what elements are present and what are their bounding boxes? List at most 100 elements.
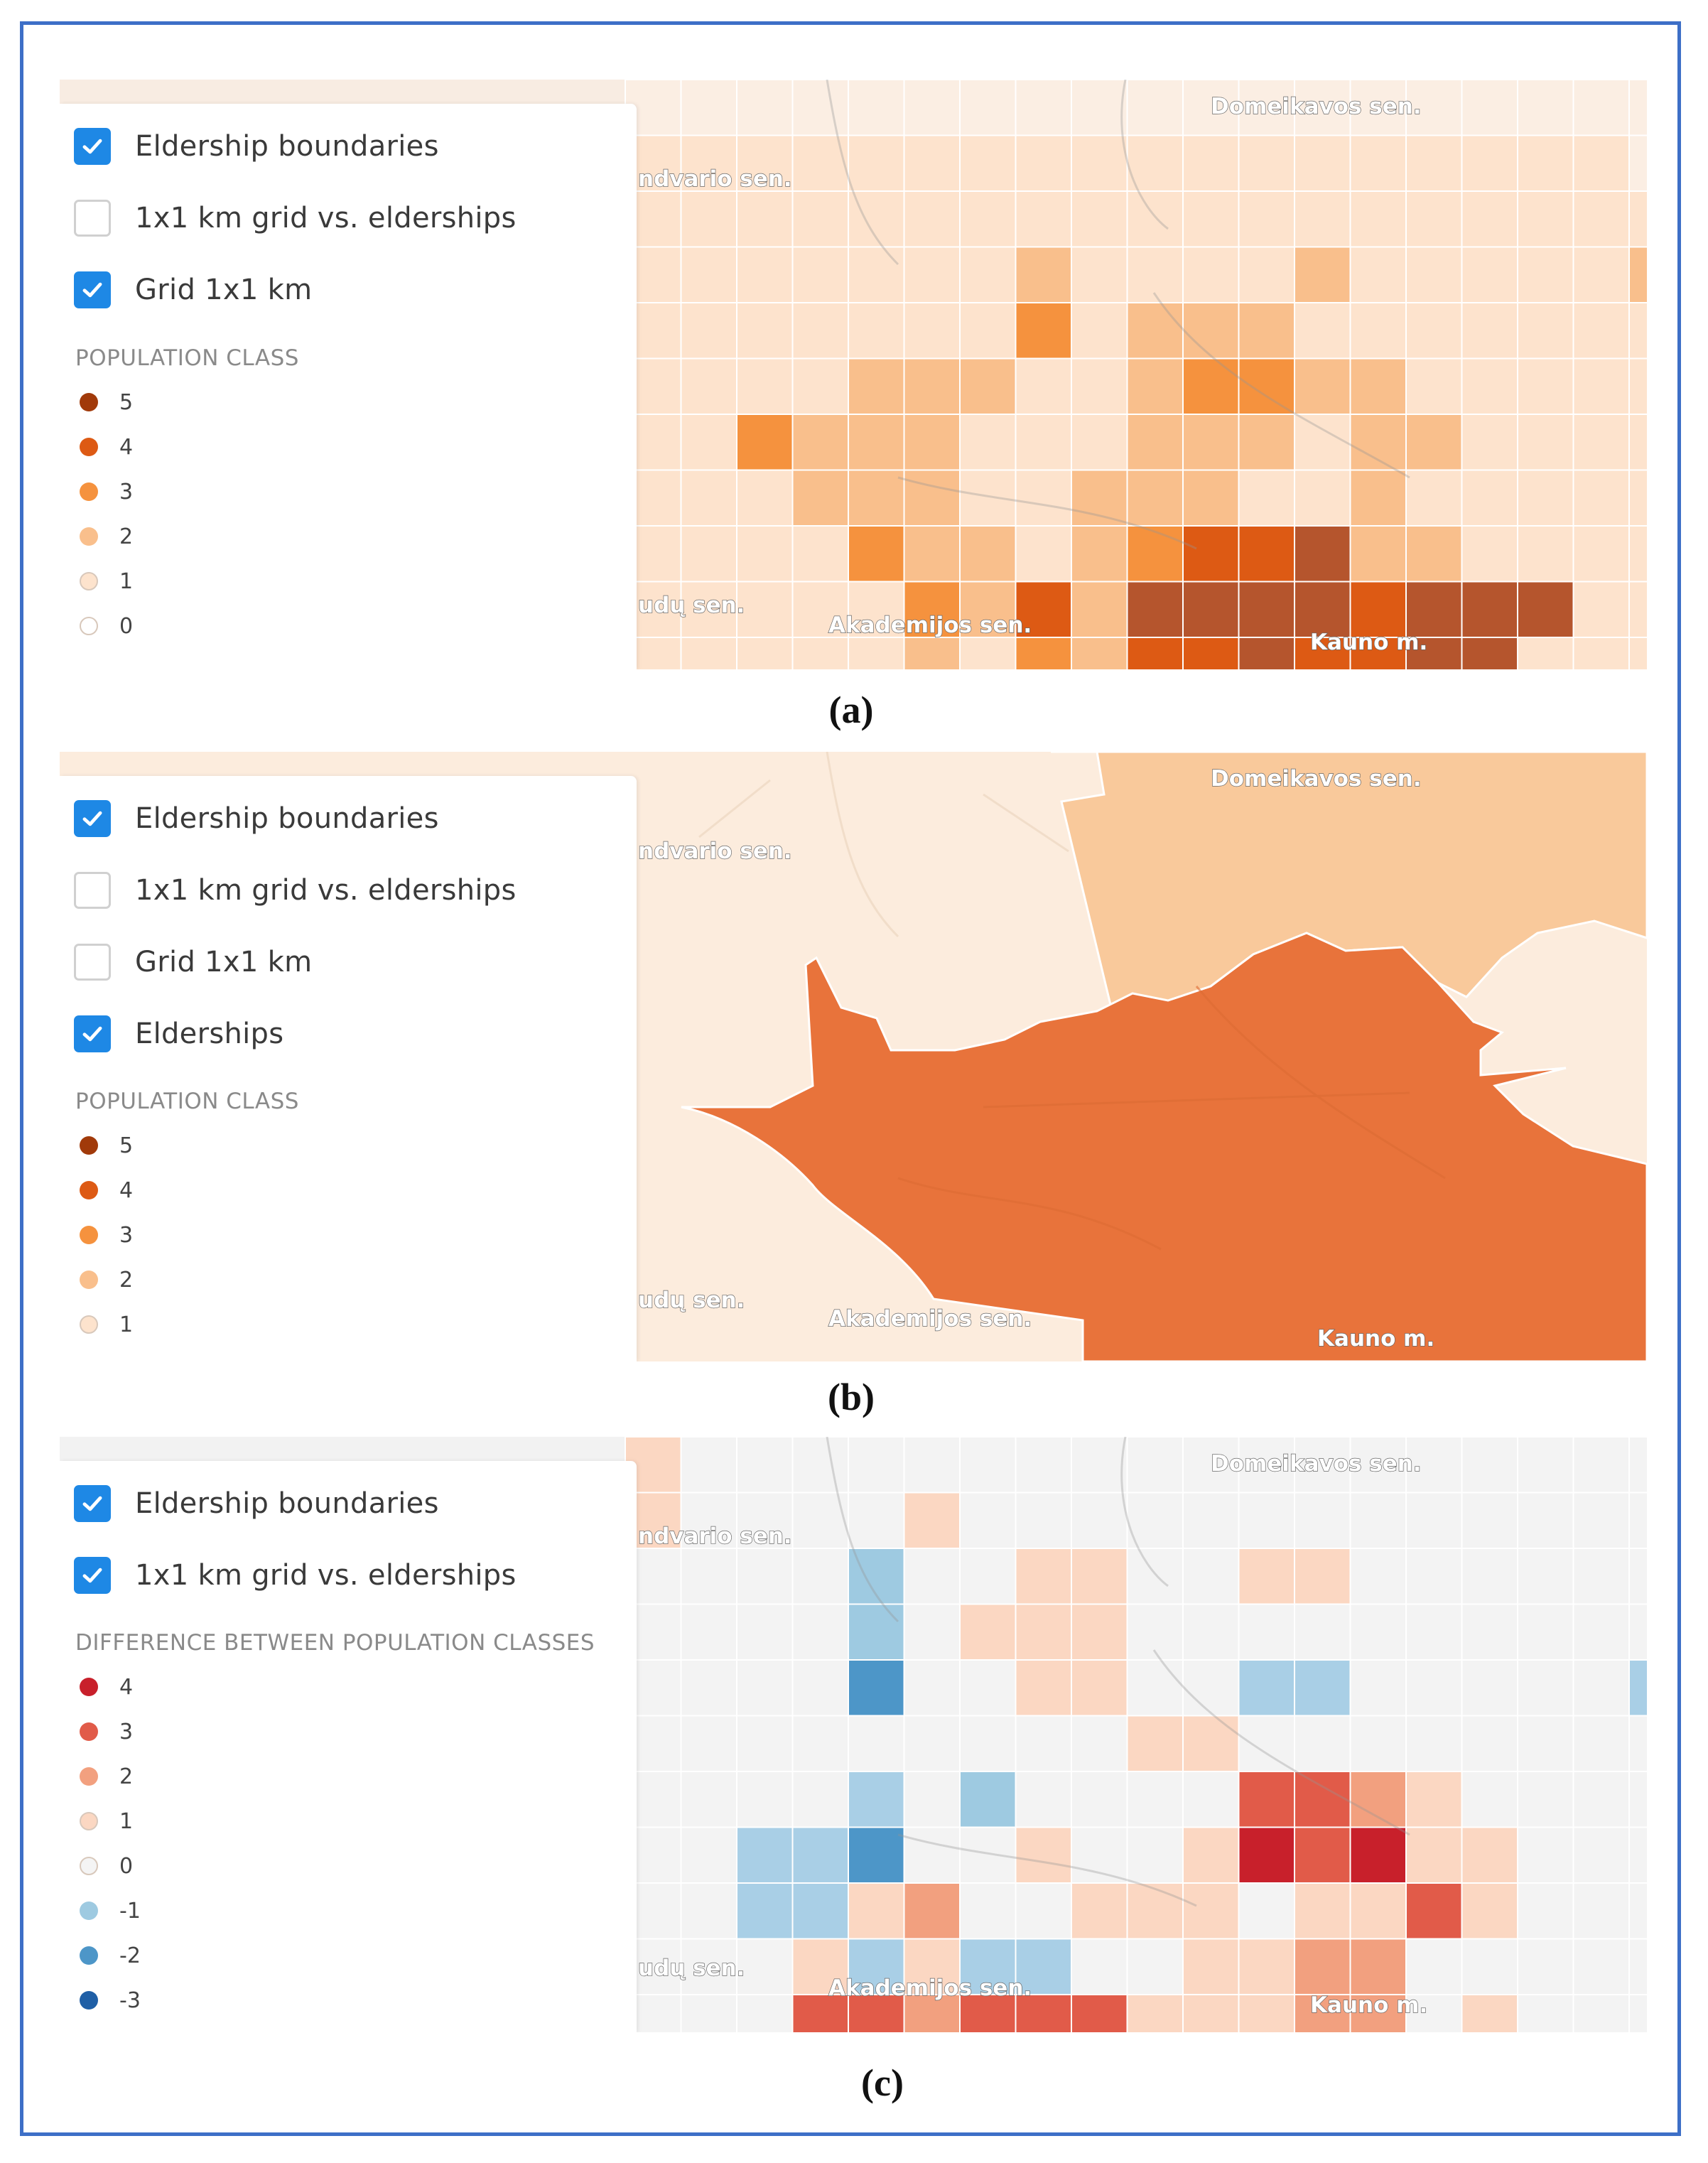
grid-cell[interactable] [736,80,794,136]
grid-cell[interactable] [1126,1492,1184,1549]
grid-cell[interactable] [1294,1994,1351,2032]
grid-cell[interactable] [903,1994,961,2032]
grid-cell[interactable] [1238,1994,1295,2032]
grid-cell[interactable] [680,80,737,136]
grid-cell[interactable] [680,1603,737,1661]
grid-cell[interactable] [1071,190,1128,248]
grid-cell[interactable] [1182,414,1240,471]
grid-cell[interactable] [1349,1882,1407,1940]
grid-cell[interactable] [1015,246,1072,303]
grid-cell[interactable] [680,246,737,303]
grid-cell[interactable] [1126,1437,1184,1494]
grid-cell[interactable] [1015,1715,1072,1772]
grid-cell[interactable] [1182,357,1240,415]
grid-cell[interactable] [848,414,905,471]
grid-cell[interactable] [1126,525,1184,583]
grid-cell[interactable] [1015,80,1072,136]
grid-cell[interactable] [1126,1994,1184,2032]
grid-cell[interactable] [1182,80,1240,136]
grid-cell[interactable] [1405,1548,1463,1605]
grid-cell[interactable] [1126,357,1184,415]
grid-cell[interactable] [1517,637,1574,669]
grid-cell[interactable] [1238,1882,1295,1940]
grid-cell[interactable] [903,1882,961,1940]
grid-cell[interactable] [848,581,905,638]
grid-cell[interactable] [1461,1826,1518,1884]
grid-cell[interactable] [1238,134,1295,192]
grid-cell[interactable] [1182,302,1240,360]
grid-cell[interactable] [903,469,961,527]
grid-cell[interactable] [1015,1603,1072,1661]
grid-cell[interactable] [959,357,1017,415]
grid-cell[interactable] [903,1548,961,1605]
grid-cell[interactable] [959,1771,1017,1828]
grid-cell[interactable] [1628,469,1647,527]
grid-cell[interactable] [1182,469,1240,527]
grid-cell[interactable] [1126,1882,1184,1940]
grid-cell[interactable] [903,357,961,415]
grid-cell[interactable] [1461,1548,1518,1605]
grid-cell[interactable] [1349,1659,1407,1717]
grid-cell[interactable] [1461,1938,1518,1995]
grid-cell[interactable] [1071,1548,1128,1605]
grid-cell[interactable] [736,357,794,415]
grid-cell[interactable] [1126,302,1184,360]
grid-cell[interactable] [1628,525,1647,583]
grid-cell[interactable] [1572,1938,1630,1995]
grid-cell[interactable] [791,1715,849,1772]
grid-cell[interactable] [1238,637,1295,669]
grid-cell[interactable] [1294,414,1351,471]
grid-cell[interactable] [1015,1826,1072,1884]
grid-cell[interactable] [1238,1938,1295,1995]
grid-cell[interactable] [1238,414,1295,471]
grid-cell[interactable] [1349,302,1407,360]
layer-toggle-eldership-boundaries[interactable]: Eldership boundaries [74,800,439,837]
checkbox[interactable] [74,271,111,308]
grid-cell[interactable] [1126,190,1184,248]
grid-cell[interactable] [1572,80,1630,136]
grid-cell[interactable] [680,525,737,583]
grid-cell[interactable] [848,246,905,303]
grid-cell[interactable] [1015,637,1072,669]
grid-cell[interactable] [903,1715,961,1772]
grid-cell[interactable] [1126,1659,1184,1717]
grid-cell[interactable] [1461,134,1518,192]
grid-cell[interactable] [1405,80,1463,136]
grid-cell[interactable] [791,1548,849,1605]
grid-cell[interactable] [1015,414,1072,471]
grid-cell[interactable] [903,80,961,136]
grid-cell[interactable] [1405,134,1463,192]
grid-cell[interactable] [1405,357,1463,415]
grid-cell[interactable] [736,1994,794,2032]
grid-cell[interactable] [959,1715,1017,1772]
grid-cell[interactable] [736,1938,794,1995]
grid-cell[interactable] [1405,581,1463,638]
grid-cell[interactable] [1071,1603,1128,1661]
grid-cell[interactable] [1628,190,1647,248]
grid-cell[interactable] [1628,246,1647,303]
grid-cell[interactable] [1461,246,1518,303]
grid-cell[interactable] [1628,302,1647,360]
grid-cell[interactable] [1572,1771,1630,1828]
grid-cell[interactable] [1015,134,1072,192]
grid-cell[interactable] [848,1994,905,2032]
grid-cell[interactable] [1517,190,1574,248]
grid-cell[interactable] [680,414,737,471]
grid-cell[interactable] [736,190,794,248]
grid-cell[interactable] [791,357,849,415]
grid-cell[interactable] [1572,302,1630,360]
grid-cell[interactable] [1405,1771,1463,1828]
grid-cell[interactable] [1405,1492,1463,1549]
grid-cell[interactable] [903,246,961,303]
grid-cell[interactable] [1182,190,1240,248]
grid-cell[interactable] [1572,190,1630,248]
grid-cell[interactable] [1294,1771,1351,1828]
grid-cell[interactable] [680,1882,737,1940]
grid-cell[interactable] [1294,1548,1351,1605]
grid-cell[interactable] [791,302,849,360]
grid-cell[interactable] [848,525,905,583]
grid-cell[interactable] [848,637,905,669]
grid-cell[interactable] [791,1437,849,1494]
grid-cell[interactable] [791,581,849,638]
grid-cell[interactable] [903,1492,961,1549]
